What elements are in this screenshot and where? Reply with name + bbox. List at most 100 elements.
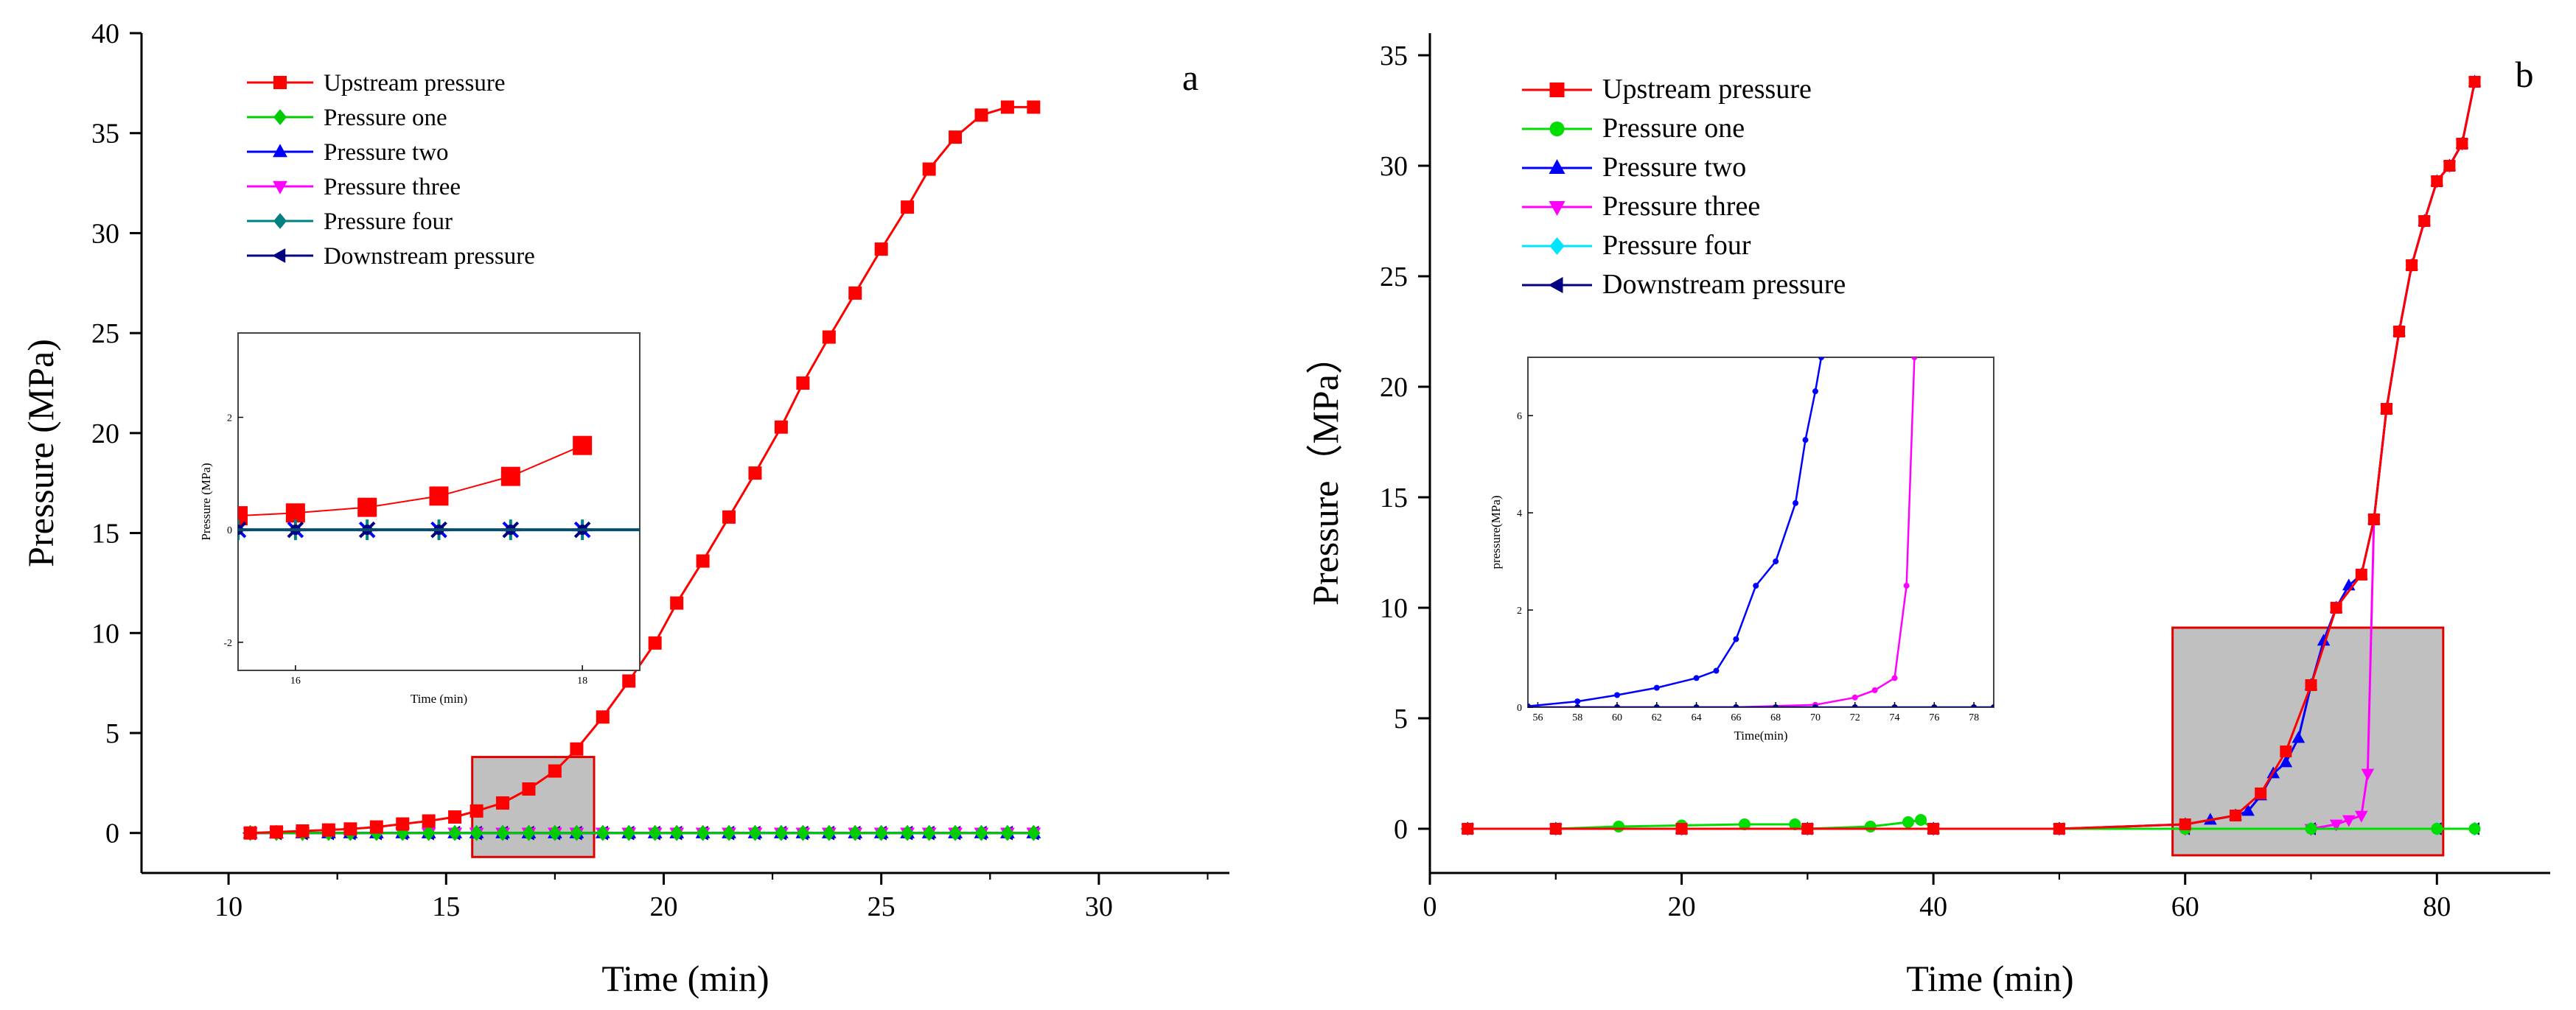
legend-marker bbox=[1549, 83, 1565, 97]
data-point bbox=[2204, 813, 2217, 825]
inset-data-point bbox=[1851, 704, 1858, 707]
legend: Upstream pressure Pressure one Pressure tw… bbox=[1522, 74, 1846, 300]
legend-marker bbox=[273, 213, 287, 229]
inset-x-tick-label: 62 bbox=[1652, 712, 1662, 723]
inset-data-point bbox=[1971, 704, 1978, 707]
inset-data-point bbox=[1911, 357, 1918, 360]
inset-y-title: pressure(MPa) bbox=[1489, 495, 1503, 569]
data-point bbox=[822, 824, 836, 841]
inset-data-point bbox=[1693, 704, 1700, 707]
inset-data-point bbox=[1614, 692, 1621, 698]
inset-data-point bbox=[1574, 704, 1581, 707]
data-point bbox=[2443, 160, 2456, 172]
data-point bbox=[796, 824, 810, 841]
data-point bbox=[2431, 823, 2443, 835]
inset-x-tick-label: 78 bbox=[1969, 712, 1979, 723]
inset-data-point bbox=[1653, 704, 1660, 707]
data-point bbox=[2280, 746, 2292, 757]
data-point bbox=[696, 554, 710, 568]
data-point bbox=[2053, 823, 2065, 835]
inset-data-point bbox=[429, 486, 449, 506]
legend-label: Pressure two bbox=[1602, 152, 1746, 183]
inset-data-point bbox=[1891, 704, 1898, 707]
data-point bbox=[2179, 818, 2191, 830]
inset-y-tick-label: 0 bbox=[1517, 703, 1522, 714]
series-line bbox=[1467, 818, 2475, 830]
legend-label: Upstream pressure bbox=[1602, 74, 1812, 105]
series-pressure-three bbox=[242, 827, 1041, 841]
inset-x-tick-label: 66 bbox=[1731, 712, 1741, 723]
y-axis-title: Pressure (MPa) bbox=[20, 339, 61, 567]
inset-x-tick-label: 68 bbox=[1770, 712, 1781, 723]
inset-x-tick-label: 74 bbox=[1890, 712, 1900, 723]
inset-data-point bbox=[1991, 704, 1994, 707]
data-point bbox=[522, 782, 536, 796]
data-point bbox=[1675, 823, 1688, 835]
data-point bbox=[496, 824, 510, 841]
inset-data-point bbox=[1753, 583, 1759, 589]
legend-label: Pressure one bbox=[324, 105, 447, 131]
data-point bbox=[2468, 823, 2481, 835]
y-tick-label: 30 bbox=[1380, 151, 1408, 182]
inset-data-point bbox=[1931, 704, 1938, 707]
data-point bbox=[2330, 602, 2342, 614]
data-point bbox=[1902, 816, 1914, 828]
legend-marker bbox=[273, 109, 287, 125]
data-point bbox=[774, 824, 788, 841]
inset-x-tick-label: 56 bbox=[1532, 712, 1543, 723]
data-point bbox=[874, 242, 888, 256]
data-point bbox=[748, 466, 762, 480]
y-tick-label: 0 bbox=[1394, 814, 1408, 845]
data-point bbox=[748, 824, 762, 841]
inset-data-point bbox=[357, 497, 377, 517]
inset-y-tick-label: 0 bbox=[227, 525, 232, 536]
legend-marker bbox=[1549, 122, 1565, 136]
data-point bbox=[1462, 823, 1474, 835]
data-point bbox=[396, 817, 410, 831]
data-point bbox=[470, 824, 484, 841]
data-point bbox=[2291, 731, 2306, 743]
inset-x-title: Time(min) bbox=[1734, 729, 1787, 743]
data-point bbox=[2367, 513, 2380, 525]
data-point bbox=[796, 376, 810, 390]
legend-marker bbox=[1549, 159, 1566, 174]
inset-chart: 16 18 -2 0 2 Time (min) Pressure (MPa) bbox=[199, 332, 640, 706]
data-point bbox=[448, 824, 462, 841]
data-point bbox=[670, 824, 684, 841]
inset-y-tick-label: 2 bbox=[1517, 606, 1522, 617]
inset-y-tick-label: 4 bbox=[1517, 508, 1522, 519]
y-tick-label: 25 bbox=[91, 318, 119, 349]
legend-marker bbox=[273, 76, 287, 89]
data-point bbox=[848, 824, 862, 841]
zoom-region bbox=[2171, 626, 2445, 857]
inset-x-tick-label: 64 bbox=[1692, 712, 1702, 723]
y-tick-label: 5 bbox=[1394, 704, 1408, 734]
inset-data-point bbox=[1574, 698, 1581, 705]
inset-data-point bbox=[1802, 437, 1809, 443]
inset-data-point bbox=[1713, 667, 1720, 674]
inset-data-point bbox=[1528, 704, 1531, 707]
data-point bbox=[901, 200, 915, 214]
legend-label: Pressure two bbox=[324, 139, 449, 166]
data-point bbox=[2342, 815, 2356, 827]
series-pressure-one bbox=[243, 824, 1041, 841]
inset-x-tick-label: 76 bbox=[1929, 712, 1939, 723]
inset-data-point bbox=[1812, 704, 1818, 707]
x-tick-label: 60 bbox=[2171, 891, 2199, 922]
y-axis-title: Pressure（MPa） bbox=[1305, 337, 1346, 606]
inset-data-point bbox=[1773, 558, 1779, 565]
data-point bbox=[570, 824, 584, 841]
inset-frame bbox=[1527, 357, 1994, 708]
series-upstream-pressure bbox=[243, 100, 1041, 840]
data-point bbox=[774, 420, 788, 434]
inset-x-tick-label: 18 bbox=[577, 676, 587, 687]
data-point bbox=[822, 330, 836, 344]
inset-y-title: Pressure (MPa) bbox=[199, 463, 213, 540]
data-point bbox=[2468, 76, 2481, 88]
data-point bbox=[2431, 175, 2443, 187]
x-axis-title: Time (min) bbox=[1906, 958, 2073, 999]
data-point bbox=[321, 823, 335, 837]
data-point bbox=[2317, 634, 2331, 646]
legend-marker bbox=[273, 180, 287, 194]
data-point bbox=[448, 810, 462, 824]
